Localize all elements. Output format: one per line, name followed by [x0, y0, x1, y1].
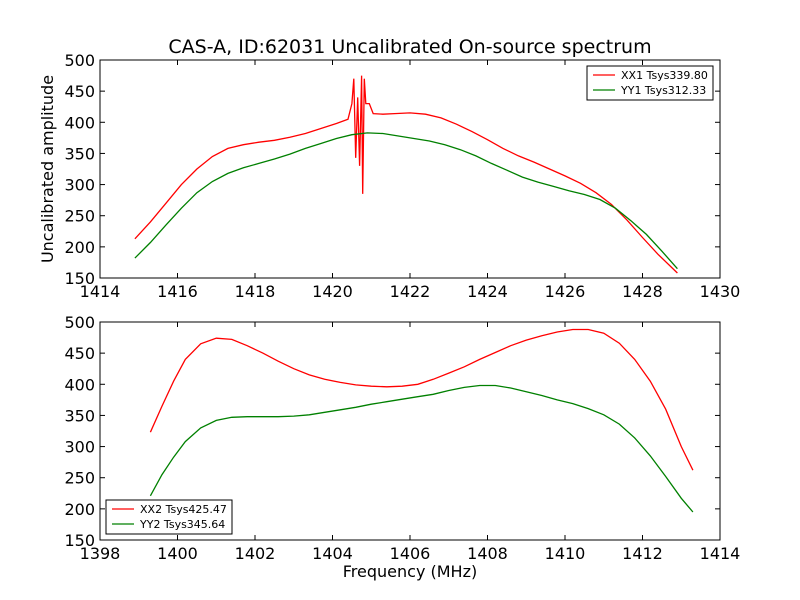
y-tick-label: 300 [64, 438, 95, 457]
y-tick-label: 500 [64, 313, 95, 332]
series-line-1-2 [134, 132, 678, 270]
y-tick-label: 250 [64, 469, 95, 488]
chart-panel-2: 1398 1400 1402 1404 1406 1408 1410 1412 1414 150 2… [64, 313, 740, 581]
x-tick-label: 1422 [390, 282, 431, 301]
series-line-2-1 [149, 328, 694, 471]
x-tick-label: 1408 [467, 544, 508, 563]
x-tick-label: 1410 [545, 544, 586, 563]
y-tick-label: 400 [64, 113, 95, 132]
y-tick-label: 500 [64, 51, 95, 70]
y-tick-label: 200 [64, 500, 95, 519]
legend: XX1 Tsys339.80 YY1 Tsys312.33 [586, 65, 714, 101]
x-tick-label: 1402 [235, 544, 276, 563]
y-tick-label: 200 [64, 238, 95, 257]
chart-panel-1: 1414 1416 1418 1420 1422 1424 1426 1428 1430 150 2… [38, 51, 740, 301]
y-axis-label: Uncalibrated amplitude [38, 75, 57, 263]
y-tick-label: 250 [64, 207, 95, 226]
x-tick-label: 1428 [622, 282, 663, 301]
x-tick-label: 1414 [80, 282, 121, 301]
y-tick-label: 300 [64, 176, 95, 195]
y-tick-label: 150 [64, 269, 95, 288]
x-axis-label: Frequency (MHz) [343, 562, 477, 581]
legend-box [586, 65, 714, 101]
x-tick-label: 1420 [312, 282, 353, 301]
x-tick-label: 1414 [700, 544, 741, 563]
x-tick-label: 1398 [80, 544, 121, 563]
x-tick-label: 1430 [700, 282, 741, 301]
y-tick-label: 350 [64, 144, 95, 163]
x-tick-label: 1406 [390, 544, 431, 563]
y-tick-label: 150 [64, 531, 95, 550]
x-tick-label: 1400 [157, 544, 198, 563]
legend-entry: YY1 Tsys312.33 [620, 84, 706, 97]
y-tick-label: 450 [64, 344, 95, 363]
y-tick-label: 450 [64, 82, 95, 101]
series-line-1-1 [134, 75, 678, 274]
y-tick-label: 400 [64, 375, 95, 394]
x-tick-label: 1412 [622, 544, 663, 563]
legend-entry: XX2 Tsys425.47 [140, 503, 227, 516]
x-tick-label: 1416 [157, 282, 198, 301]
chart-title: CAS-A, ID:62031 Uncalibrated On-source s… [168, 36, 651, 58]
x-tick-label: 1418 [235, 282, 276, 301]
x-tick-label: 1426 [545, 282, 586, 301]
y-tick-label: 350 [64, 406, 95, 425]
x-tick-label: 1404 [312, 544, 353, 563]
series-line-2-2 [149, 384, 694, 513]
legend: XX2 Tsys425.47 YY2 Tsys345.64 [105, 499, 233, 535]
legend-entry: YY2 Tsys345.64 [139, 518, 225, 531]
legend-entry: XX1 Tsys339.80 [621, 69, 708, 82]
legend-box [105, 499, 233, 535]
x-tick-label: 1424 [467, 282, 508, 301]
